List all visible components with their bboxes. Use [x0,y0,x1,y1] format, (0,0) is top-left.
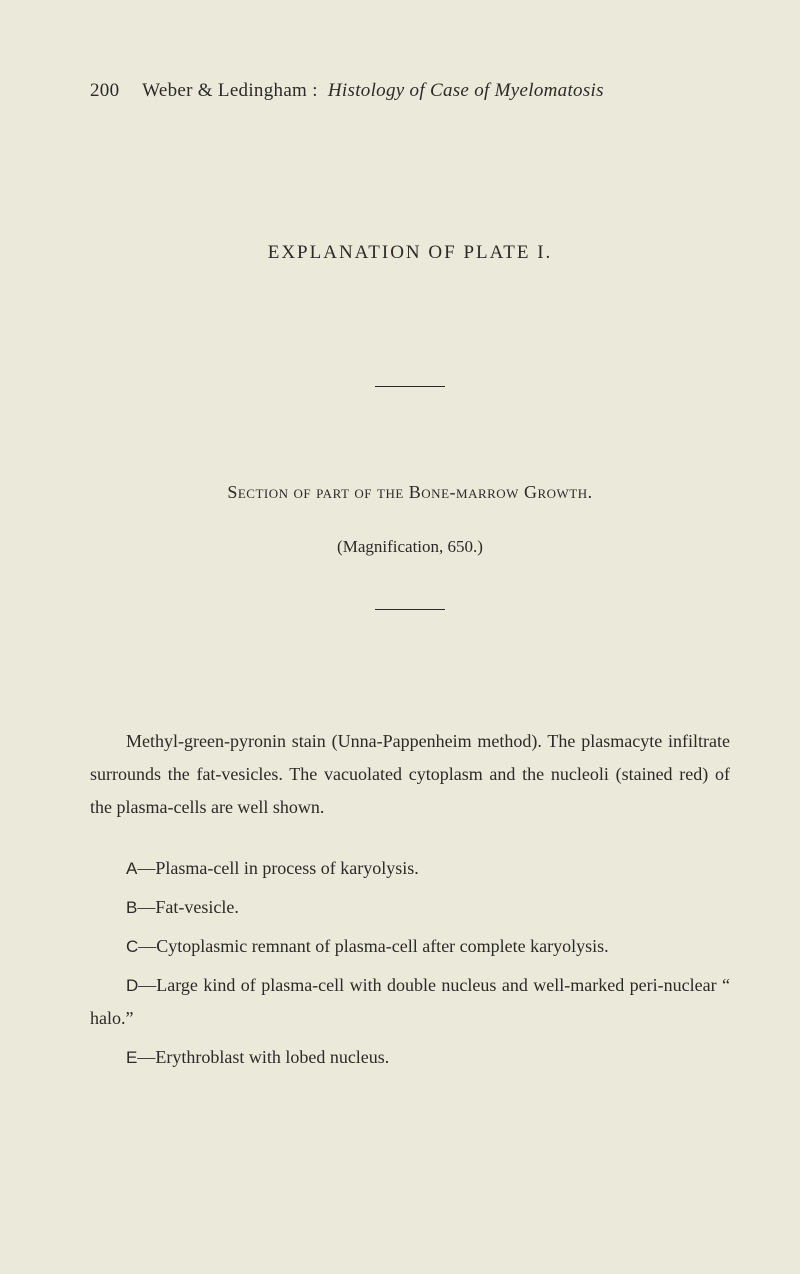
legend-text: —Erythroblast with lobed nucleus. [137,1047,389,1067]
legend-text: —Fat-vesicle. [137,897,238,917]
running-head-authors: Weber & Ledingham : [142,80,318,101]
legend-item: A—Plasma-cell in process of karyolysis. [90,852,730,885]
legend-text: —Large kind of plasma-cell with double n… [90,975,730,1028]
legend-key: B [126,898,137,917]
running-head: 200 Weber & Ledingham : Histology of Cas… [90,80,730,102]
section-heading: Section of part of the Bone-marrow Growt… [90,482,730,503]
horizontal-rule-icon [375,386,445,387]
legend-text: —Plasma-cell in process of karyolysis. [137,858,418,878]
legend-list: A—Plasma-cell in process of karyolysis. … [90,852,730,1074]
running-head-title: Histology of Case of Myelomatosis [323,80,604,101]
magnification-line: (Magnification, 650.) [90,537,730,557]
legend-key: E [126,1048,137,1067]
legend-key: D [126,976,138,995]
plate-explanation-heading: EXPLANATION OF PLATE I. [90,242,730,264]
rule-lower-wrap [90,597,730,615]
legend-key: A [126,859,137,878]
running-head-title-italic: Histology of Case of Myelomatosis [328,80,604,101]
page-number: 200 [90,80,119,101]
legend-item: C—Cytoplasmic remnant of plasma-cell aft… [90,930,730,963]
horizontal-rule-icon [375,609,445,610]
legend-key: C [126,937,138,956]
legend-item: B—Fat-vesicle. [90,891,730,924]
rule-upper-wrap [90,374,730,392]
legend-item: D—Large kind of plasma-cell with double … [90,969,730,1035]
page: 200 Weber & Ledingham : Histology of Cas… [0,0,800,1274]
legend-item: E—Erythroblast with lobed nucleus. [90,1041,730,1074]
body-paragraph: Methyl-green-pyronin stain (Unna-Pappenh… [90,725,730,824]
legend-text: —Cytoplasmic remnant of plasma-cell afte… [138,936,608,956]
